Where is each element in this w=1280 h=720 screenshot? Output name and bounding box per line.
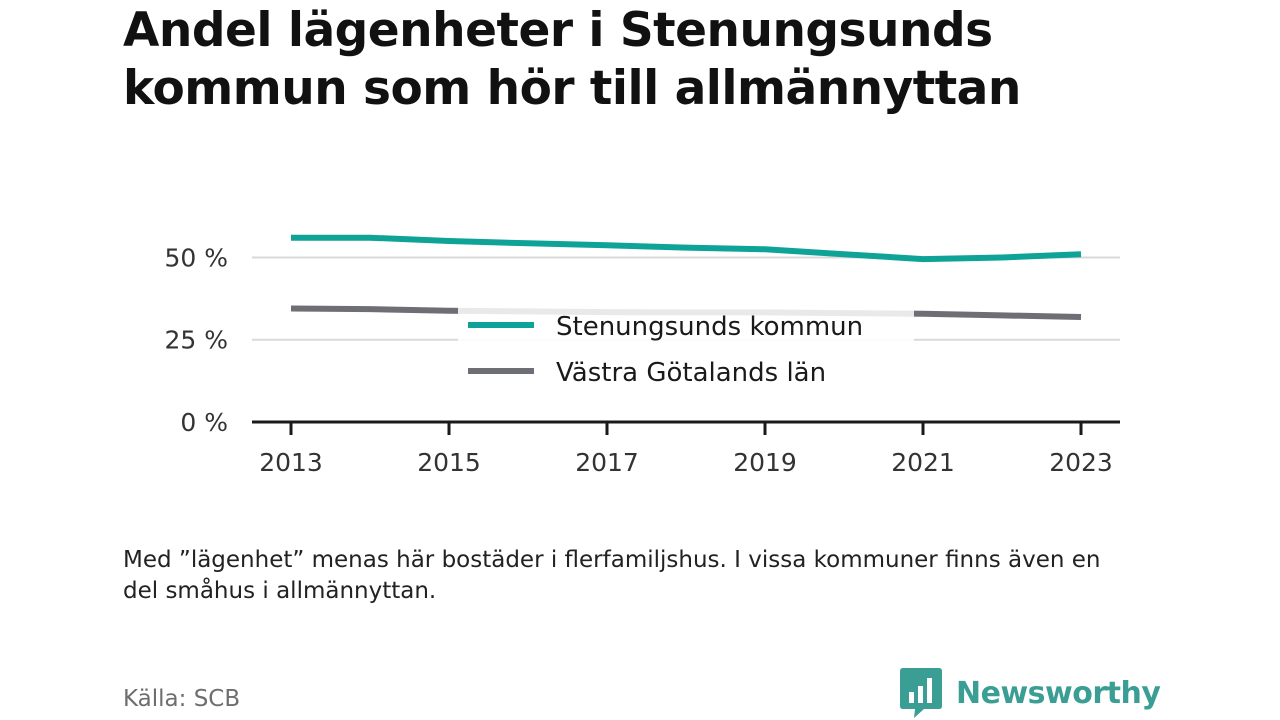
line-chart: 0 % 25 % 50 % 2013 2015 2017 2019 2021 2023 Ste… <box>164 234 1120 477</box>
source-label: Källa: SCB <box>123 686 241 712</box>
x-tick-label: 2019 <box>733 448 797 477</box>
y-tick-label: 0 % <box>180 408 228 437</box>
x-tick-label: 2023 <box>1049 448 1113 477</box>
series-lines <box>290 234 1082 320</box>
y-tick-label: 50 % <box>164 243 228 272</box>
legend-label: Västra Götalands län <box>556 358 826 388</box>
x-tick-label: 2013 <box>259 448 323 477</box>
legend-label: Stenungsunds kommun <box>556 312 863 342</box>
y-tick-label: 25 % <box>164 326 228 355</box>
footnote: Med ”lägenhet” menas här bostäder i fler… <box>123 547 1101 604</box>
x-tick-label: 2017 <box>575 448 639 477</box>
legend: Stenungsunds kommun Västra Götalands län <box>458 306 914 400</box>
x-tick-label: 2021 <box>891 448 955 477</box>
y-axis-tick-labels: 0 % 25 % 50 % <box>164 243 228 437</box>
chart-title: Andel lägenheter i Stenungsunds kommun s… <box>123 3 1021 116</box>
x-tick-label: 2015 <box>417 448 481 477</box>
bar-chart-speech-bubble-icon <box>900 668 942 718</box>
legend-background <box>458 306 914 400</box>
x-axis: 2013 2015 2017 2019 2021 2023 <box>252 420 1120 477</box>
newsworthy-logo[interactable]: Newsworthy <box>900 668 1161 718</box>
brand-name: Newsworthy <box>956 675 1161 711</box>
series-line <box>291 234 1082 263</box>
